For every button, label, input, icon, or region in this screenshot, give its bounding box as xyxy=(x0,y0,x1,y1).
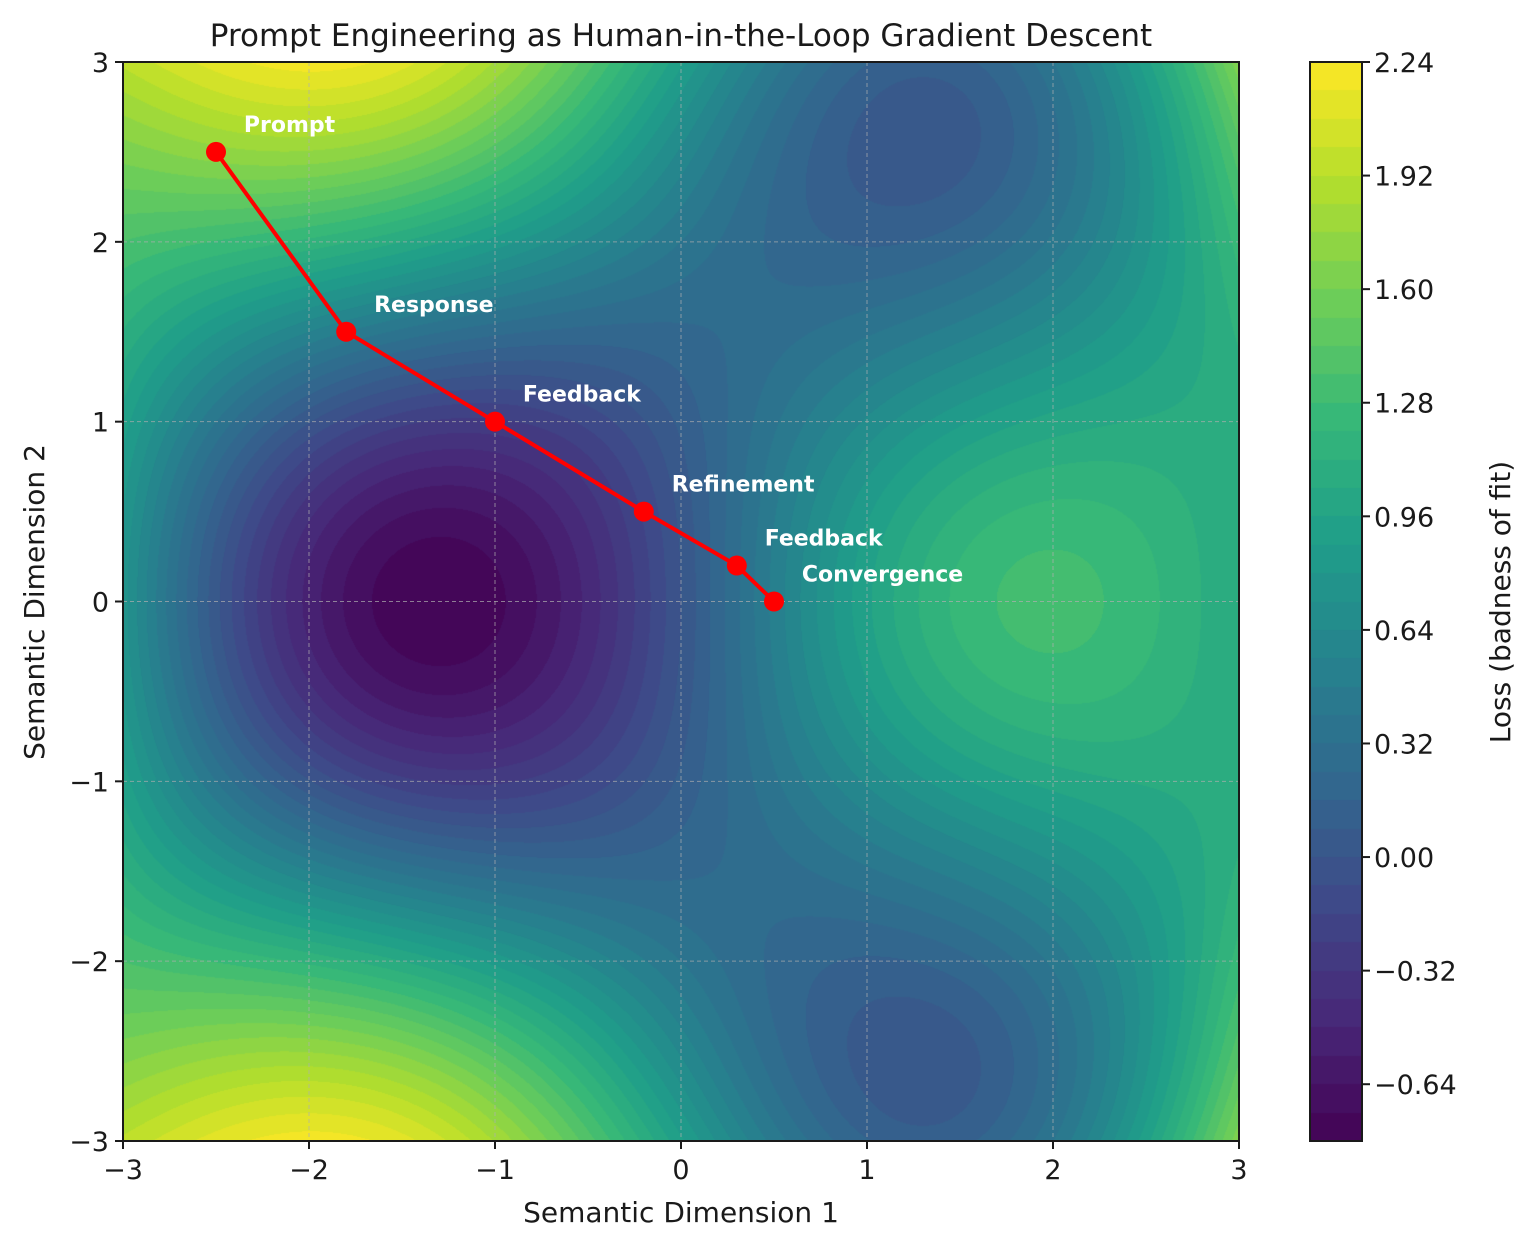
x-tick-label: 3 xyxy=(1230,1155,1247,1186)
x-tick-label: 1 xyxy=(858,1155,875,1186)
y-tick-label: −1 xyxy=(69,767,109,798)
path-point xyxy=(206,141,226,162)
point-label: Response xyxy=(374,293,494,318)
colorbar-tick-label: −0.32 xyxy=(1374,957,1457,988)
colorbar-tick-label: 1.92 xyxy=(1374,162,1434,193)
colorbar-label: Loss (badness of fit) xyxy=(1484,461,1517,743)
colorbar-frame xyxy=(1309,61,1363,1142)
x-tick-label: 0 xyxy=(672,1155,689,1186)
y-tick-label: 3 xyxy=(92,48,109,79)
x-tick-label: −2 xyxy=(289,1155,329,1186)
x-axis-label: Semantic Dimension 1 xyxy=(523,1196,839,1229)
path-point xyxy=(726,555,747,576)
y-tick-label: 0 xyxy=(92,588,109,619)
y-tick-label: 1 xyxy=(92,408,109,439)
colorbar-tick-label: 1.28 xyxy=(1374,389,1434,420)
x-tick-label: −3 xyxy=(103,1155,143,1186)
colorbar-tick-label: 1.60 xyxy=(1374,275,1434,306)
path-point xyxy=(764,591,784,612)
path-point xyxy=(485,411,505,432)
colorbar-tick-label: 0.96 xyxy=(1374,502,1434,533)
point-label: Convergence xyxy=(802,563,963,588)
point-label: Refinement xyxy=(672,473,815,498)
colorbar xyxy=(1310,62,1362,1141)
colorbar-tick-label: 2.24 xyxy=(1374,48,1434,79)
path-point xyxy=(633,501,654,522)
x-tick-label: −1 xyxy=(475,1155,515,1186)
path-point xyxy=(336,321,357,342)
y-tick-label: −3 xyxy=(69,1127,109,1158)
chart-title: Prompt Engineering as Human-in-the-Loop … xyxy=(210,18,1152,54)
colorbar-tick-label: 0.00 xyxy=(1374,843,1434,874)
plot-frame xyxy=(122,61,1240,1142)
y-axis-label: Semantic Dimension 2 xyxy=(18,444,51,760)
colorbar-tick-label: −0.64 xyxy=(1374,1070,1457,1101)
colorbar-tick-label: 0.64 xyxy=(1374,616,1434,647)
point-label: Feedback xyxy=(765,527,884,552)
y-tick-label: −2 xyxy=(69,947,109,978)
point-label: Feedback xyxy=(523,383,642,408)
colorbar-tick-label: 0.32 xyxy=(1374,729,1434,760)
x-tick-label: 2 xyxy=(1044,1155,1061,1186)
point-label: Prompt xyxy=(244,113,336,138)
y-tick-label: 2 xyxy=(92,228,109,259)
